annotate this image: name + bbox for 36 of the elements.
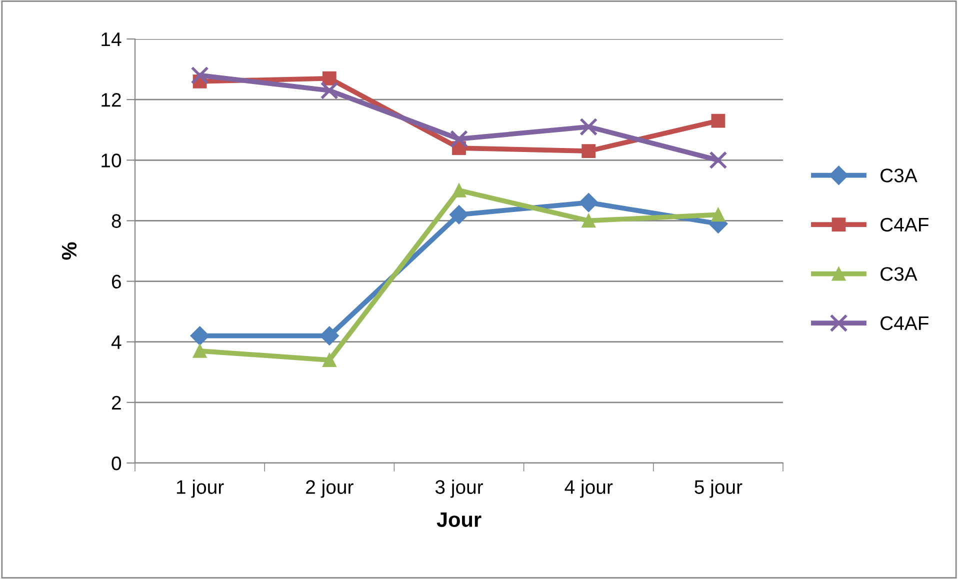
y-tick-label: 6 <box>112 274 121 289</box>
legend-label: C4AF <box>880 316 928 330</box>
x-tick-label: 1 jour <box>176 480 224 498</box>
point <box>190 326 210 346</box>
point <box>192 344 207 358</box>
x-tick-label: 3 jour <box>435 480 483 498</box>
y-tick-label: 10 <box>102 154 122 168</box>
y-tick-label: 14 <box>102 32 122 46</box>
point <box>580 118 598 136</box>
point <box>320 326 339 346</box>
y-tick-label: 2 <box>112 396 121 410</box>
point <box>449 205 469 224</box>
y-tick-label: 4 <box>111 336 122 349</box>
x-tick-label: 2 jour <box>306 480 354 498</box>
x-tick-label: 4 jour <box>564 480 613 498</box>
y-axis-title: % <box>62 242 77 260</box>
point <box>322 353 336 367</box>
point <box>452 183 466 198</box>
point <box>582 214 596 228</box>
point <box>579 193 598 212</box>
point <box>320 81 338 100</box>
point <box>450 130 468 148</box>
point <box>711 208 726 222</box>
legend-label: C3A <box>880 267 918 281</box>
y-tick-label: 8 <box>112 214 121 228</box>
legend-label: C3A <box>880 168 918 182</box>
point <box>190 66 209 84</box>
point <box>322 71 336 86</box>
x-axis-title: Jour <box>436 512 482 527</box>
legend-label: C4AF <box>880 218 928 232</box>
point <box>709 151 728 170</box>
x-tick-label: 5 jour <box>694 480 742 498</box>
point <box>711 114 726 128</box>
y-tick-label: 12 <box>102 93 121 107</box>
point <box>582 144 596 158</box>
y-tick-label: 0 <box>112 456 122 470</box>
